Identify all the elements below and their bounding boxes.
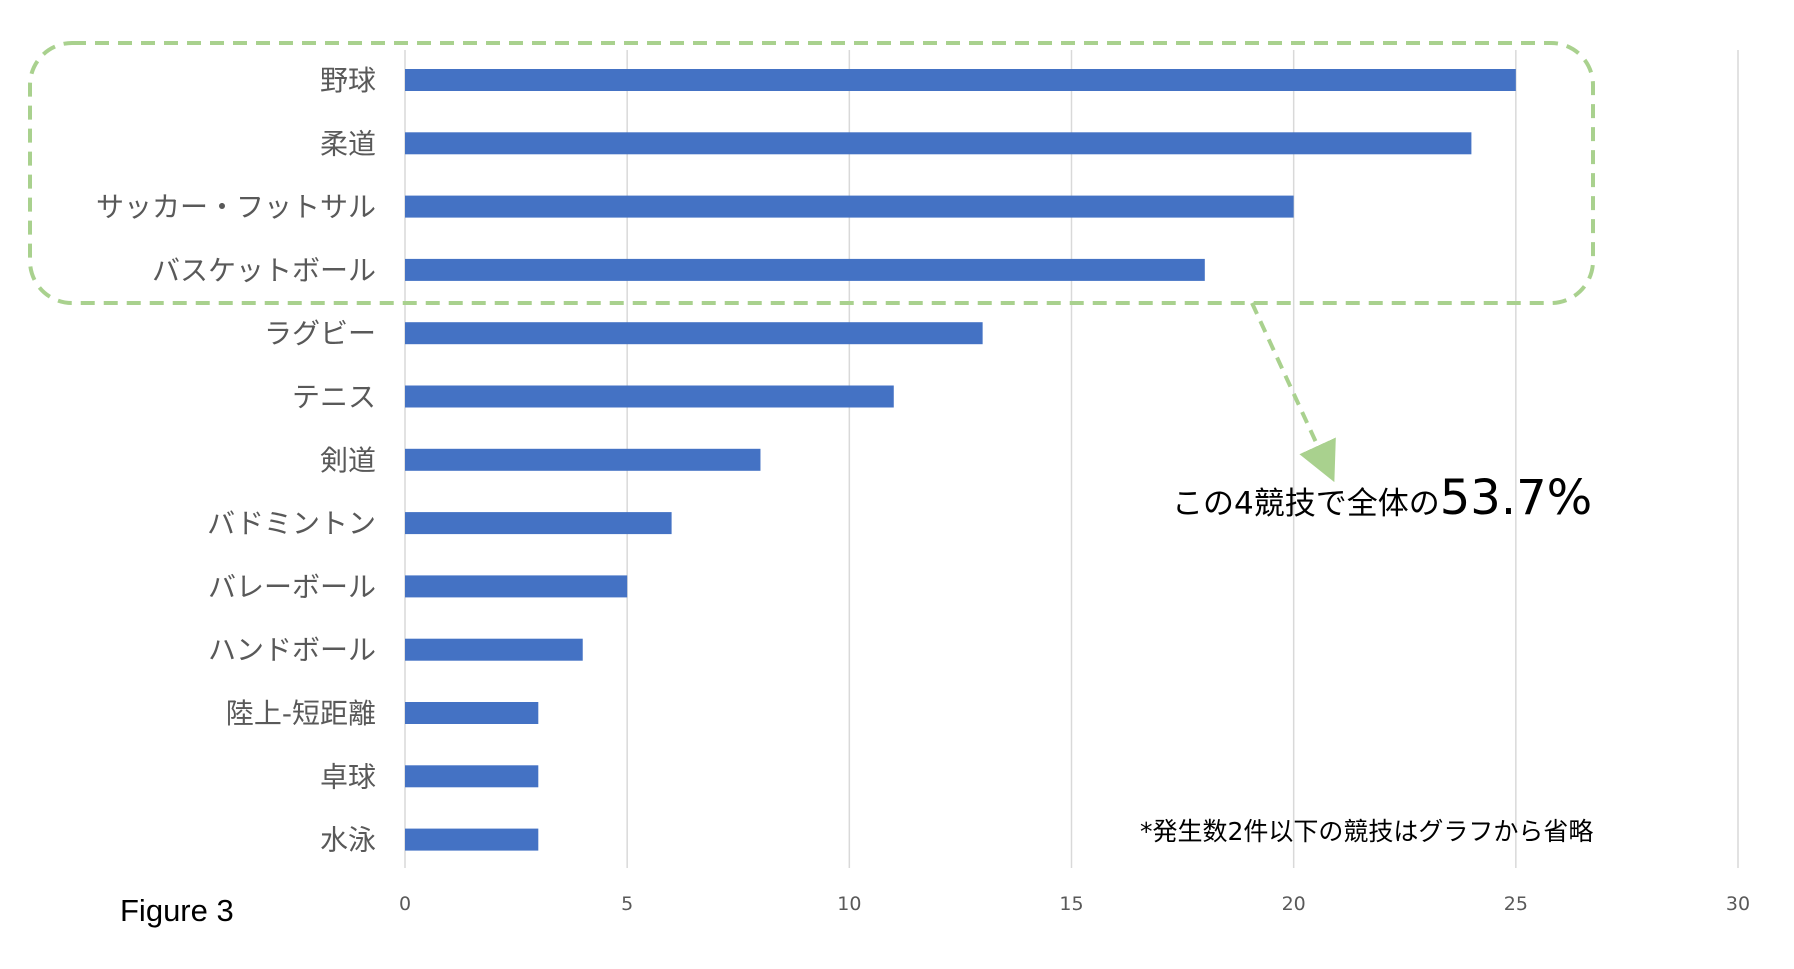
category-label: ラグビー <box>264 317 376 350</box>
footnote: *発生数2件以下の競技はグラフから省略 <box>1140 817 1594 846</box>
x-tick-label: 25 <box>1504 893 1528 915</box>
bar <box>405 69 1516 91</box>
category-label: 柔道 <box>320 127 376 160</box>
bar <box>405 322 983 345</box>
bars <box>405 69 1516 851</box>
bar <box>405 195 1294 218</box>
category-label: バスケットボール <box>152 254 376 287</box>
x-tick-label: 0 <box>399 893 411 915</box>
category-label: サッカー・フットサル <box>96 191 376 224</box>
category-label: バドミントン <box>207 507 376 540</box>
category-label: ハンドボール <box>208 634 376 667</box>
x-tick-labels: 0 5 10 15 20 25 30 <box>399 893 1750 915</box>
category-labels: 野球柔道サッカー・フットサルバスケットボールラグビーテニス剣道バドミントンバレー… <box>96 64 376 857</box>
bar <box>405 638 583 661</box>
bar <box>405 765 539 788</box>
bar <box>405 828 539 851</box>
x-tick-label: 30 <box>1726 893 1750 915</box>
x-tick-label: 20 <box>1282 893 1306 915</box>
category-label: バレーボール <box>208 570 376 603</box>
category-label: テニス <box>292 381 376 414</box>
category-label: 野球 <box>320 64 376 97</box>
highlight-box <box>28 41 1595 305</box>
annotation-prefix: この4競技で全体の <box>1172 486 1440 522</box>
figure-caption: Figure 3 <box>120 893 234 928</box>
category-label: 水泳 <box>320 824 376 857</box>
gridlines <box>404 50 1739 868</box>
annotation-value: 53.7% <box>1439 470 1593 526</box>
bar <box>405 448 761 471</box>
category-label: 卓球 <box>320 760 376 793</box>
bar <box>405 575 628 598</box>
bar <box>405 258 1205 281</box>
category-label: 剣道 <box>320 444 376 477</box>
x-tick-label: 15 <box>1059 893 1083 915</box>
bar <box>405 702 539 724</box>
callout-arrow <box>1250 302 1336 483</box>
bar <box>405 132 1472 155</box>
annotation-text: この4競技で全体の53.7% <box>1172 470 1592 526</box>
x-tick-label: 10 <box>837 893 861 915</box>
category-label: 陸上-短距離 <box>226 697 376 730</box>
x-tick-label: 5 <box>621 893 633 915</box>
bar <box>405 385 894 408</box>
bar <box>405 512 672 535</box>
